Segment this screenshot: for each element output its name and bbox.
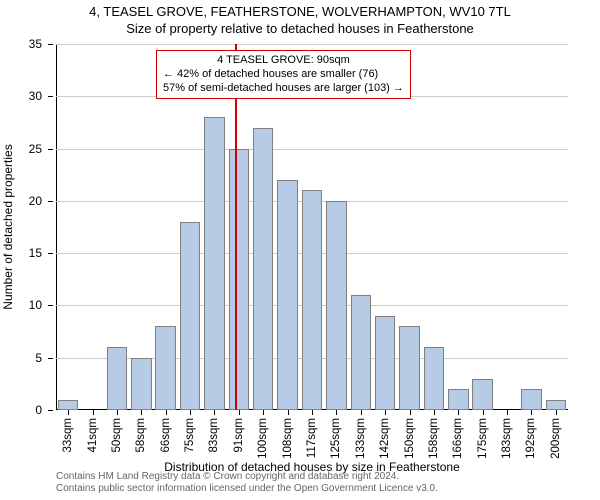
x-tick-label: 83sqm xyxy=(208,418,220,453)
chart-title: 4, TEASEL GROVE, FEATHERSTONE, WOLVERHAM… xyxy=(0,0,600,19)
y-tick xyxy=(48,410,53,411)
x-tick-label: 66sqm xyxy=(160,418,172,453)
y-tick xyxy=(48,305,53,306)
chart-container: 4, TEASEL GROVE, FEATHERSTONE, WOLVERHAM… xyxy=(0,0,600,500)
histogram-bar xyxy=(546,400,566,410)
x-tick xyxy=(190,410,191,415)
chart-subtitle: Size of property relative to detached ho… xyxy=(0,19,600,36)
x-tick xyxy=(117,410,118,415)
annotation-line: ← 42% of detached houses are smaller (76… xyxy=(163,68,404,82)
annotation-box: 4 TEASEL GROVE: 90sqm← 42% of detached h… xyxy=(156,50,411,99)
x-tick xyxy=(361,410,362,415)
histogram-bar xyxy=(131,358,151,410)
x-tick xyxy=(531,410,532,415)
footer-attribution: Contains HM Land Registry data © Crown c… xyxy=(56,471,438,495)
x-tick-label: 158sqm xyxy=(428,418,440,459)
x-tick xyxy=(239,410,240,415)
histogram-bar xyxy=(399,326,419,410)
histogram-bar xyxy=(375,316,395,410)
y-tick-label: 10 xyxy=(29,298,42,312)
x-tick-label: 50sqm xyxy=(111,418,123,453)
y-axis: 05101520253035 xyxy=(0,44,56,410)
plot-area: 4 TEASEL GROVE: 90sqm← 42% of detached h… xyxy=(56,44,568,410)
y-tick-label: 30 xyxy=(29,89,42,103)
x-tick xyxy=(458,410,459,415)
y-tick-label: 25 xyxy=(29,142,42,156)
x-tick-label: 75sqm xyxy=(184,418,196,453)
x-tick xyxy=(336,410,337,415)
x-tick-label: 125sqm xyxy=(330,418,342,459)
x-tick xyxy=(385,410,386,415)
histogram-bar xyxy=(58,400,78,410)
x-tick-label: 192sqm xyxy=(525,418,537,459)
x-tick-label: 41sqm xyxy=(87,418,99,453)
y-tick xyxy=(48,149,53,150)
x-tick xyxy=(312,410,313,415)
x-tick-label: 183sqm xyxy=(501,418,513,459)
y-tick xyxy=(48,96,53,97)
histogram-bar xyxy=(277,180,297,410)
x-tick xyxy=(434,410,435,415)
x-tick-label: 100sqm xyxy=(257,418,269,459)
x-tick-label: 150sqm xyxy=(404,418,416,459)
x-tick-label: 117sqm xyxy=(306,418,318,458)
x-tick-label: 108sqm xyxy=(282,418,294,459)
x-tick-label: 58sqm xyxy=(135,418,147,453)
x-tick xyxy=(556,410,557,415)
x-tick-label: 200sqm xyxy=(550,418,562,459)
annotation-line: 4 TEASEL GROVE: 90sqm xyxy=(163,54,404,68)
x-tick xyxy=(166,410,167,415)
x-tick-label: 142sqm xyxy=(379,418,391,459)
x-axis: Distribution of detached houses by size … xyxy=(56,410,568,470)
histogram-bar xyxy=(302,190,322,410)
footer-line-1: Contains HM Land Registry data © Crown c… xyxy=(56,471,438,483)
histogram-bar xyxy=(326,201,346,410)
y-tick xyxy=(48,358,53,359)
footer-line-2: Contains public sector information licen… xyxy=(56,483,438,495)
x-tick-label: 91sqm xyxy=(233,418,245,453)
y-tick-label: 5 xyxy=(35,351,42,365)
x-tick-label: 33sqm xyxy=(62,418,74,453)
histogram-bar xyxy=(229,149,249,410)
histogram-bar xyxy=(253,128,273,410)
x-tick xyxy=(288,410,289,415)
histogram-bar xyxy=(424,347,444,410)
x-tick xyxy=(483,410,484,415)
y-tick-label: 15 xyxy=(29,246,42,260)
y-tick xyxy=(48,44,53,45)
x-tick-label: 166sqm xyxy=(452,418,464,459)
histogram-bar xyxy=(472,379,492,410)
histogram-bar xyxy=(180,222,200,410)
histogram-bar xyxy=(351,295,371,410)
y-tick-label: 20 xyxy=(29,194,42,208)
y-tick-label: 0 xyxy=(35,403,42,417)
x-tick xyxy=(68,410,69,415)
y-tick xyxy=(48,201,53,202)
x-tick xyxy=(263,410,264,415)
histogram-bar xyxy=(448,389,468,410)
x-tick-label: 175sqm xyxy=(477,418,489,459)
x-tick xyxy=(410,410,411,415)
histogram-bar xyxy=(204,117,224,410)
histogram-bar xyxy=(521,389,541,410)
y-tick xyxy=(48,253,53,254)
x-tick xyxy=(93,410,94,415)
histogram-bar xyxy=(155,326,175,410)
x-tick xyxy=(141,410,142,415)
histogram-bar xyxy=(107,347,127,410)
x-tick xyxy=(214,410,215,415)
annotation-line: 57% of semi-detached houses are larger (… xyxy=(163,82,404,96)
y-tick-label: 35 xyxy=(29,37,42,51)
x-tick xyxy=(507,410,508,415)
x-tick-label: 133sqm xyxy=(355,418,367,459)
